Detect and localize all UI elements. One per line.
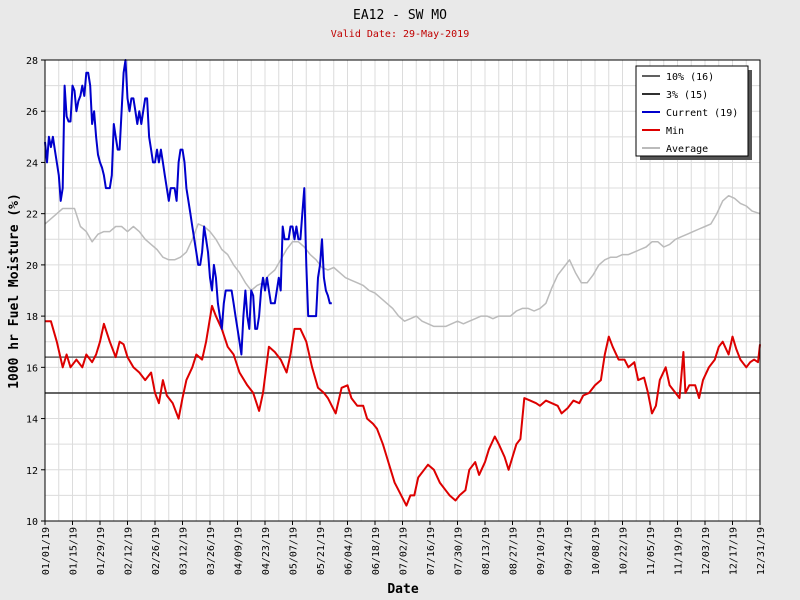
y-tick-label: 26 [26, 107, 38, 118]
x-tick-label: 01/15/19 [69, 527, 80, 575]
threshold-lines [45, 356, 760, 394]
x-tick-label: 08/13/19 [481, 527, 492, 575]
x-tick-label: 07/30/19 [454, 527, 465, 575]
x-tick-label: 07/02/19 [399, 527, 410, 575]
legend-items: 10% (16) 3% (15) Current (19) Min Average [642, 72, 738, 155]
legend-label: Current (19) [666, 108, 738, 119]
y-tick-label: 20 [26, 261, 38, 272]
y-tick-label: 24 [26, 158, 38, 169]
y-tick-label: 28 [26, 56, 38, 67]
y-tick-label: 16 [26, 363, 38, 374]
x-tick-label: 02/26/19 [151, 527, 162, 575]
y-tick-label: 18 [26, 312, 38, 323]
x-tick-label: 12/31/19 [756, 527, 767, 575]
x-tick-label: 08/27/19 [509, 527, 520, 575]
legend-label: 3% (15) [666, 90, 708, 101]
x-tick-labels: 01/01/19 01/15/19 01/29/19 02/12/19 02/26/19… [41, 521, 767, 575]
x-tick-label: 04/09/19 [234, 527, 245, 575]
y-tick-label: 22 [26, 210, 38, 221]
x-tick-label: 03/26/19 [206, 527, 217, 575]
y-tick-label: 10 [26, 517, 38, 528]
legend-label: Min [666, 126, 684, 137]
x-tick-label: 12/03/19 [701, 527, 712, 575]
y-tick-label: 12 [26, 466, 38, 477]
legend: 10% (16) 3% (15) Current (19) Min Average [635, 65, 752, 160]
series-line [44, 59, 332, 356]
chart-title: EA12 - SW MO [353, 8, 447, 23]
y-tick-labels: 10 12 14 16 18 20 22 24 26 28 [26, 56, 45, 528]
x-tick-label: 11/19/19 [674, 527, 685, 575]
x-tick-label: 10/08/19 [591, 527, 602, 575]
legend-label: 10% (16) [666, 72, 714, 83]
legend-label: Average [666, 144, 708, 155]
x-tick-label: 10/22/19 [619, 527, 630, 575]
x-tick-label: 03/12/19 [179, 527, 190, 575]
x-tick-label: 11/05/19 [646, 527, 657, 575]
series-line [44, 194, 761, 328]
y-axis-label: 1000 hr Fuel Moisture (%) [7, 193, 22, 389]
chart-subtitle: Valid Date: 29-May-2019 [331, 29, 469, 40]
x-tick-label: 04/23/19 [261, 527, 272, 575]
x-axis-label: Date [387, 582, 418, 597]
series-line [45, 304, 761, 507]
x-tick-label: 09/10/19 [536, 527, 547, 575]
x-tick-label: 05/07/19 [289, 527, 300, 575]
y-tick-label: 14 [26, 415, 38, 426]
x-tick-label: 05/21/19 [316, 527, 327, 575]
x-tick-label: 09/24/19 [564, 527, 575, 575]
x-tick-label: 02/12/19 [124, 527, 135, 575]
x-tick-label: 12/17/19 [729, 527, 740, 575]
x-tick-label: 01/01/19 [41, 527, 52, 575]
x-tick-label: 06/18/19 [371, 527, 382, 575]
x-tick-label: 07/16/19 [426, 527, 437, 575]
x-tick-label: 06/04/19 [344, 527, 355, 575]
series-lines [44, 59, 761, 507]
x-tick-label: 01/29/19 [96, 527, 107, 575]
